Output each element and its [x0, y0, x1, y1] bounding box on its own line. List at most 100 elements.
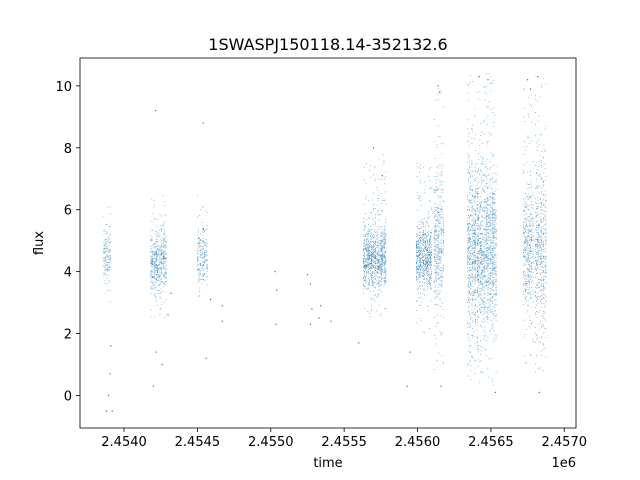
data-point: [440, 229, 442, 231]
data-point: [482, 277, 484, 279]
data-point: [467, 209, 469, 211]
data-point: [436, 255, 438, 256]
data-point: [486, 265, 488, 266]
data-point: [470, 242, 471, 244]
data-point: [468, 223, 470, 225]
data-point: [419, 273, 421, 275]
data-point: [417, 256, 419, 258]
data-point: [527, 292, 529, 294]
data-point: [379, 256, 381, 258]
data-point: [423, 282, 425, 283]
data-point: [531, 230, 532, 232]
data-point: [471, 227, 473, 228]
data-point: [422, 223, 424, 225]
data-point: [526, 220, 528, 222]
data-point: [428, 264, 430, 266]
data-point: [416, 263, 417, 265]
data-point: [435, 337, 437, 339]
data-point: [472, 335, 474, 336]
data-point: [441, 217, 443, 218]
data-point: [363, 261, 365, 263]
data-point: [487, 319, 489, 320]
data-point: [372, 265, 374, 267]
data-point: [529, 264, 530, 266]
data-point: [416, 254, 417, 256]
data-point: [473, 196, 475, 198]
data-point: [439, 203, 441, 205]
data-point: [419, 245, 420, 247]
data-point: [420, 265, 422, 267]
data-point: [109, 241, 111, 243]
data-point: [151, 251, 153, 253]
data-point: [477, 338, 479, 339]
data-point: [158, 260, 160, 262]
data-point: [483, 246, 485, 248]
data-point: [480, 310, 482, 312]
data-point: [469, 238, 470, 239]
data-point: [151, 237, 153, 239]
data-point: [429, 258, 430, 260]
data-point: [473, 230, 475, 231]
data-point: [481, 298, 483, 300]
data-point: [419, 196, 420, 198]
data-point: [435, 182, 437, 184]
data-point: [529, 231, 530, 232]
data-point: [467, 234, 469, 236]
data-point: [440, 239, 442, 241]
data-point: [375, 241, 376, 243]
data-point: [441, 270, 443, 272]
data-point: [481, 233, 483, 235]
data-point: [423, 234, 424, 236]
data-point: [477, 253, 479, 255]
data-point: [374, 248, 376, 250]
data-point: [485, 161, 487, 163]
data-point: [155, 267, 157, 268]
data-point: [439, 207, 441, 209]
data-point: [419, 253, 421, 255]
data-point: [532, 228, 534, 230]
data-point: [486, 240, 488, 241]
data-point: [494, 310, 496, 311]
data-point: [429, 247, 430, 249]
data-point: [468, 337, 470, 338]
data-point: [491, 214, 493, 215]
data-point: [379, 263, 381, 264]
data-point: [493, 318, 495, 319]
data-point: [487, 287, 489, 289]
data-point: [376, 276, 378, 278]
data-point: [490, 293, 492, 295]
data-point: [527, 309, 529, 311]
data-point: [492, 341, 494, 343]
data-point: [473, 233, 475, 235]
data-point: [366, 265, 368, 266]
data-point: [527, 258, 529, 260]
data-point: [383, 272, 385, 273]
data-point: [371, 281, 372, 282]
data-point: [106, 270, 108, 271]
data-point: [493, 232, 495, 234]
data-point: [442, 201, 444, 202]
data-point: [436, 322, 438, 324]
data-point: [104, 251, 106, 252]
data-point: [417, 267, 419, 269]
data-point: [491, 177, 493, 178]
data-point: [427, 265, 428, 266]
data-point: [473, 240, 475, 242]
data-point: [475, 212, 476, 214]
data-point: [488, 216, 490, 218]
data-point: [469, 217, 470, 219]
data-point: [472, 312, 474, 314]
data-point: [531, 240, 532, 242]
data-point: [423, 261, 424, 262]
data-point: [429, 250, 430, 251]
data-point: [153, 285, 155, 287]
data-point: [473, 259, 475, 261]
data-point: [105, 241, 107, 243]
data-point: [535, 268, 536, 269]
data-point: [423, 288, 424, 290]
data-point: [423, 237, 425, 239]
data-point: [472, 244, 474, 245]
data-point: [477, 268, 479, 269]
data-point: [532, 277, 534, 279]
data-point: [485, 217, 487, 219]
